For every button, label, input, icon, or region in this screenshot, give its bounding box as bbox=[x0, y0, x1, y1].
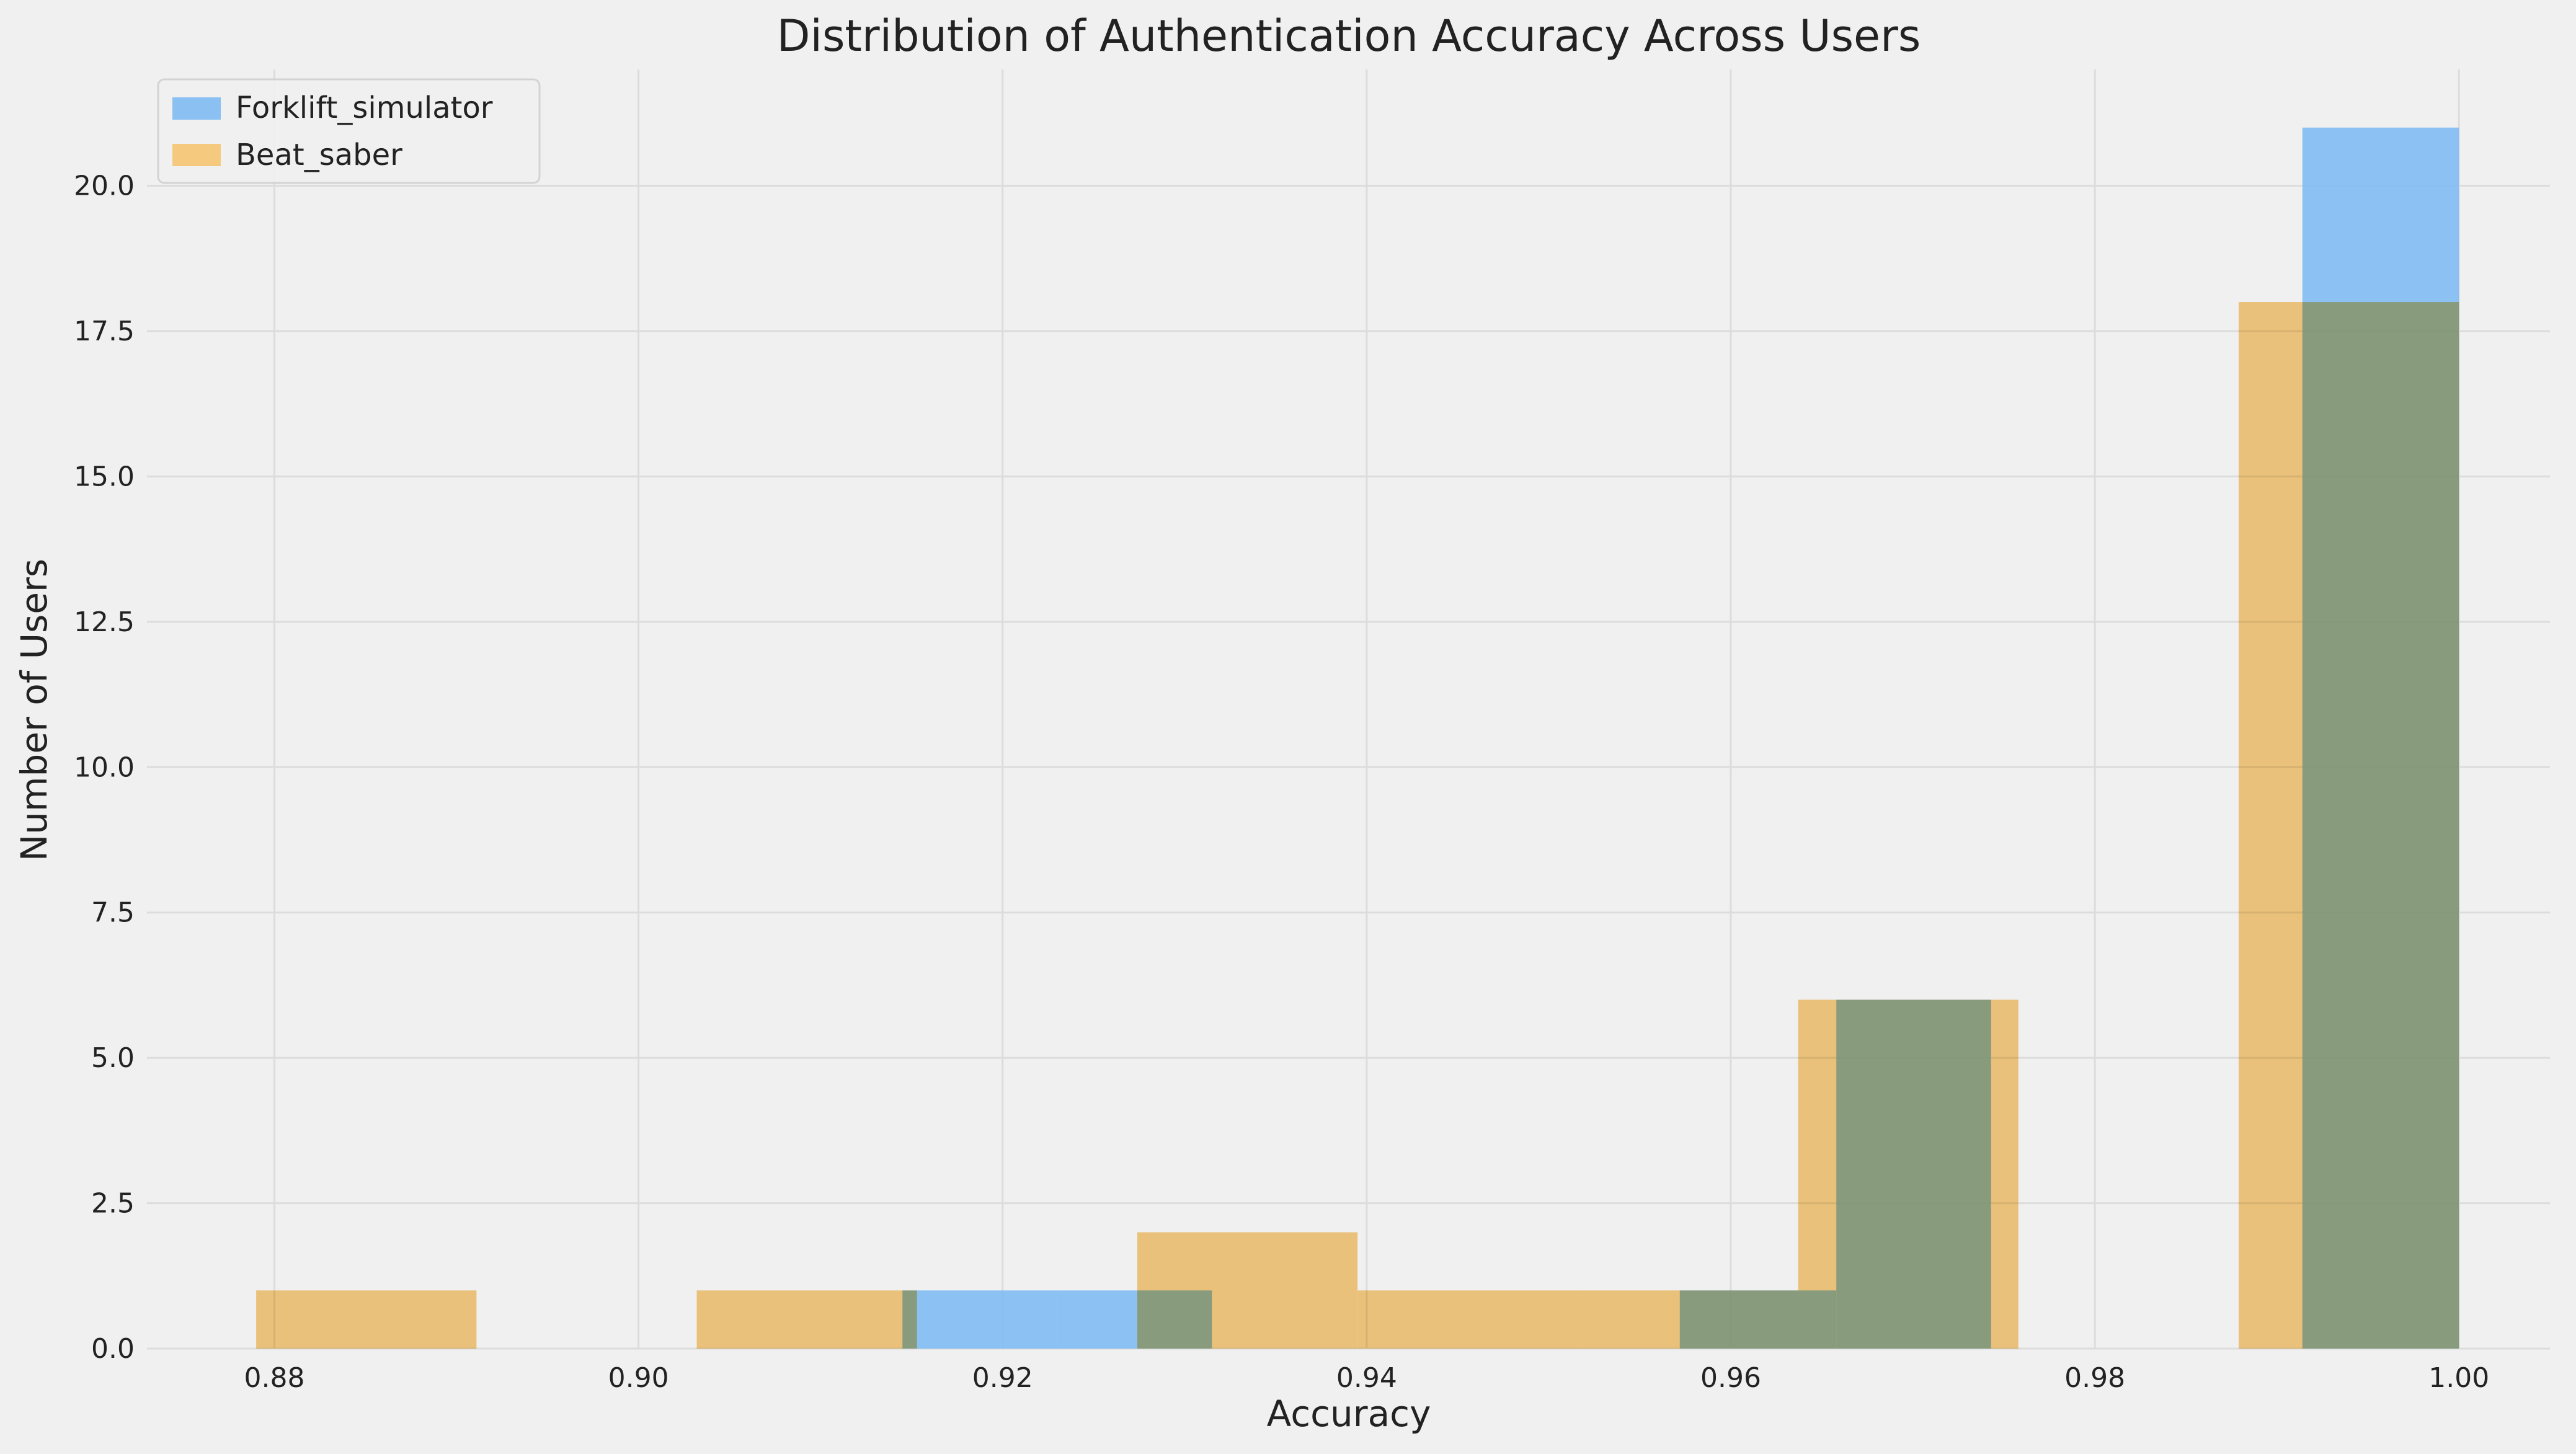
legend-box bbox=[157, 78, 541, 184]
series-beat-saber bbox=[256, 302, 2459, 1349]
legend-label-forklift: Forklift_simulator bbox=[236, 91, 493, 125]
x-tick-label: 0.98 bbox=[2064, 1362, 2125, 1394]
histogram-bar bbox=[1357, 1290, 1578, 1349]
legend-label-beat-saber: Beat_saber bbox=[236, 138, 402, 172]
x-tick-label: 0.96 bbox=[1700, 1362, 1761, 1394]
x-tick-label: 0.90 bbox=[608, 1362, 669, 1394]
y-tick-label: 5.0 bbox=[91, 1042, 135, 1074]
y-tick-label: 12.5 bbox=[74, 606, 135, 638]
y-tick-label: 0.0 bbox=[91, 1333, 135, 1365]
histogram-bars bbox=[256, 127, 2459, 1349]
chart-title: Distribution of Authentication Accuracy … bbox=[777, 11, 1921, 61]
x-tick-label: 0.94 bbox=[1336, 1362, 1397, 1394]
histogram-bar bbox=[1578, 1290, 1798, 1349]
legend-swatch-beat-saber bbox=[172, 144, 221, 166]
x-tick-label: 0.88 bbox=[244, 1362, 305, 1394]
legend: Forklift_simulator Beat_saber bbox=[157, 78, 541, 184]
y-tick-label: 17.5 bbox=[74, 316, 135, 347]
x-tick-label: 1.00 bbox=[2428, 1362, 2489, 1394]
histogram-bar bbox=[696, 1290, 917, 1349]
y-tick-label: 7.5 bbox=[91, 897, 135, 929]
histogram-bar bbox=[902, 1290, 1057, 1349]
y-tick-label: 20.0 bbox=[74, 171, 135, 202]
legend-swatch-forklift bbox=[172, 97, 221, 120]
y-tick-label: 2.5 bbox=[91, 1188, 135, 1220]
histogram-bar bbox=[256, 1290, 477, 1349]
grid-lines bbox=[147, 69, 2550, 1350]
x-axis-label: Accuracy bbox=[1267, 1393, 1431, 1435]
x-tick-labels: 0.88 0.90 0.92 0.94 0.96 0.98 1.00 bbox=[244, 1362, 2490, 1394]
histogram-bar bbox=[1137, 1232, 1358, 1349]
histogram-bar bbox=[1798, 1000, 2019, 1349]
histogram-bar bbox=[2239, 302, 2459, 1349]
y-tick-labels: 0.0 2.5 5.0 7.5 10.0 12.5 15.0 17.5 20.0 bbox=[74, 171, 135, 1365]
x-tick-label: 0.92 bbox=[972, 1362, 1033, 1394]
y-tick-label: 15.0 bbox=[74, 461, 135, 492]
y-tick-label: 10.0 bbox=[74, 751, 135, 783]
y-axis-label: Number of Users bbox=[13, 559, 55, 861]
